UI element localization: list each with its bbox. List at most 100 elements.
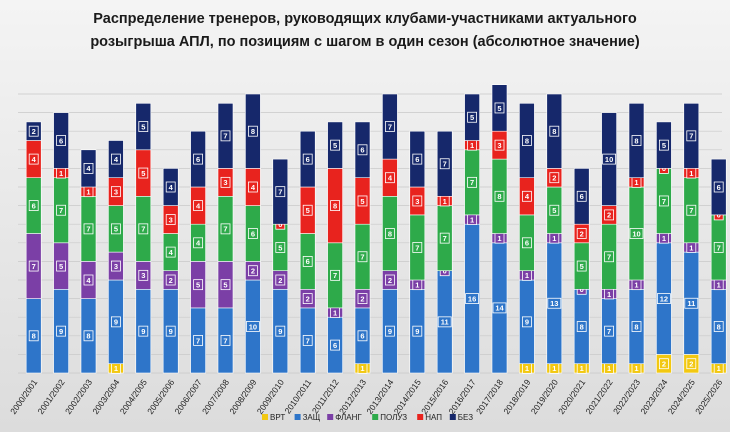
- data-label-box: [193, 200, 204, 212]
- data-label: 5: [141, 122, 145, 131]
- data-label-box: [220, 223, 231, 235]
- data-label: 3: [415, 197, 419, 206]
- data-label-box: [302, 204, 313, 216]
- data-label-box: [547, 297, 562, 309]
- data-label: 13: [550, 299, 558, 308]
- data-label: 5: [333, 141, 337, 150]
- data-label: 12: [660, 294, 668, 303]
- data-label: 8: [525, 136, 529, 145]
- data-label-box: [631, 321, 642, 332]
- data-label: 1: [114, 364, 118, 373]
- data-label-box: [492, 302, 507, 314]
- data-label: 8: [333, 201, 337, 210]
- data-label: 2: [689, 360, 693, 369]
- data-label-box: [330, 200, 341, 212]
- data-label: 3: [223, 178, 227, 187]
- data-label-box: [165, 214, 176, 225]
- data-label: 1: [360, 364, 364, 373]
- data-label-box: [193, 237, 204, 249]
- data-label: 1: [717, 364, 721, 373]
- data-label: 7: [689, 206, 693, 215]
- data-label: 8: [634, 136, 638, 145]
- data-label: 2: [32, 127, 36, 136]
- data-label: 1: [443, 197, 447, 206]
- data-label: 5: [360, 197, 364, 206]
- data-label-box: [28, 153, 39, 165]
- data-label-box: [384, 121, 395, 132]
- data-label-box: [629, 228, 644, 239]
- data-label: 4: [251, 183, 256, 192]
- data-label: 5: [552, 206, 556, 215]
- data-label-box: [28, 200, 39, 212]
- data-label: 1: [580, 364, 584, 373]
- data-label-box: [494, 190, 505, 202]
- data-label: 3: [114, 262, 118, 271]
- data-label: 1: [607, 290, 611, 299]
- data-label: 7: [443, 234, 447, 243]
- data-label-box: [330, 339, 341, 351]
- data-label: 2: [306, 294, 310, 303]
- data-label: 10: [632, 229, 640, 238]
- data-label-box: [686, 204, 697, 216]
- data-label-box: [83, 274, 94, 286]
- data-label: 2: [278, 276, 282, 285]
- data-label-box: [659, 139, 669, 151]
- data-label-box: [549, 125, 560, 137]
- data-label-box: [522, 316, 532, 328]
- chart-title-line2: розыгрыша АПЛ, по позициям с шагом в оди…: [90, 34, 640, 50]
- data-label-box: [684, 297, 699, 309]
- data-label: 1: [552, 234, 556, 243]
- data-label: 6: [32, 201, 36, 210]
- data-label: 1: [634, 280, 638, 289]
- data-label: 7: [86, 225, 90, 234]
- data-label: 2: [251, 267, 255, 276]
- data-label-box: [138, 325, 149, 337]
- data-label: 1: [552, 364, 556, 373]
- data-label: 7: [360, 253, 364, 262]
- data-label: 7: [333, 271, 337, 280]
- data-label: 6: [525, 239, 529, 248]
- data-label-box: [111, 153, 121, 165]
- data-label-box: [576, 260, 587, 272]
- data-label: 9: [141, 327, 145, 336]
- data-label: 7: [196, 336, 200, 345]
- data-label-box: [275, 242, 286, 253]
- data-label: 6: [306, 155, 310, 164]
- data-label: 0: [662, 164, 666, 173]
- data-label-box: [56, 204, 66, 216]
- legend-swatch: [417, 414, 424, 420]
- data-label: 5: [497, 104, 501, 113]
- data-label: 7: [59, 206, 63, 215]
- data-label-box: [165, 274, 176, 286]
- data-label: 9: [415, 327, 419, 336]
- data-label: 8: [86, 332, 90, 341]
- data-label-box: [713, 321, 724, 332]
- data-label-box: [631, 135, 642, 146]
- data-label-box: [357, 195, 368, 207]
- legend-swatch: [449, 414, 456, 420]
- data-label: 8: [717, 322, 721, 331]
- legend-label: НАП: [425, 413, 442, 422]
- data-label: 6: [360, 332, 364, 341]
- data-label: 4: [196, 201, 201, 210]
- data-label-box: [384, 172, 395, 184]
- chart-title-line1: Распределение тренеров, руководящих клуб…: [93, 11, 637, 27]
- data-label-box: [56, 135, 66, 146]
- data-label: 1: [470, 215, 474, 224]
- data-label-box: [522, 190, 532, 202]
- data-label-box: [604, 209, 614, 221]
- data-label: 1: [497, 234, 501, 243]
- data-label: 8: [388, 229, 392, 238]
- data-label: 7: [388, 122, 392, 131]
- data-label: 5: [223, 280, 227, 289]
- data-label-box: [576, 228, 587, 239]
- data-label-box: [83, 162, 94, 174]
- data-label-box: [28, 330, 39, 342]
- data-label: 7: [306, 336, 310, 345]
- data-label-box: [357, 293, 368, 305]
- legend-swatch: [262, 414, 268, 420]
- data-label: 5: [278, 243, 282, 252]
- data-label: 5: [470, 113, 474, 122]
- data-label: 10: [249, 322, 257, 331]
